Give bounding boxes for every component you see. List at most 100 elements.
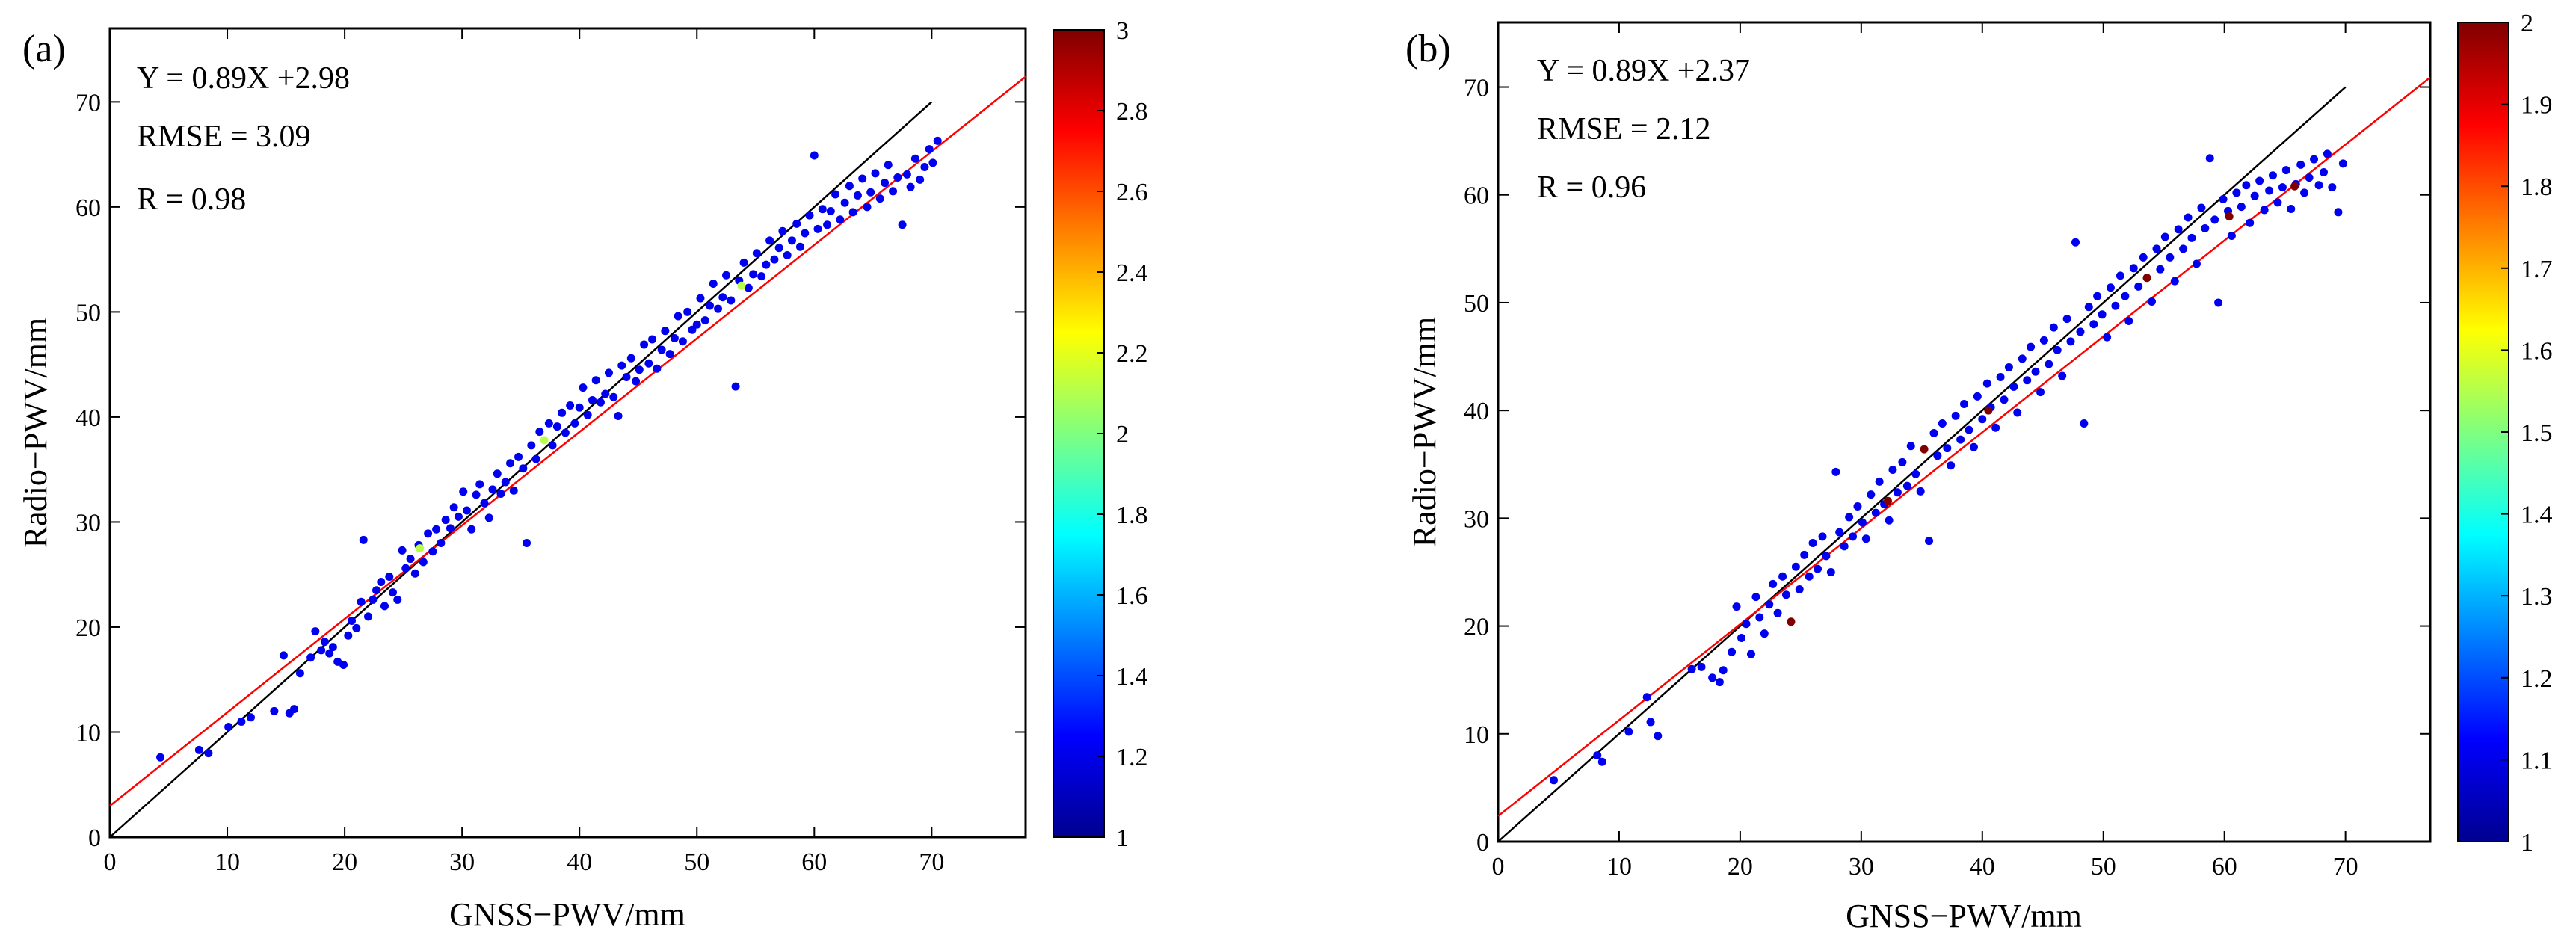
panel-a-x-tick-label: 50 (684, 848, 709, 876)
panel-b-data-point (2062, 315, 2071, 324)
panel-b-data-point (2278, 183, 2287, 192)
panel-b-data-point (2058, 371, 2067, 380)
panel-a-points (156, 136, 942, 762)
panel-b-data-point (2328, 183, 2337, 192)
panel-b-data-point (1597, 757, 1606, 766)
panel-a-data-point (523, 539, 531, 548)
panel-a-data-point (778, 226, 787, 235)
panel-b-data-point (1920, 445, 1929, 454)
panel-a-data-point (893, 173, 902, 182)
panel-b-data-point (1943, 444, 1952, 453)
panel-a-data-point (380, 602, 389, 611)
panel-a-rmse: RMSE = 3.09 (137, 120, 311, 154)
panel-b-reference-line (1497, 86, 2347, 842)
panel-a-data-point (506, 459, 515, 468)
panel-b-data-point (1654, 732, 1663, 741)
panel-b-data-point (1697, 662, 1706, 671)
panel-b-data-point (1888, 465, 1897, 474)
panel-b-y-tick-label: 70 (1464, 75, 1489, 102)
panel-b-data-point (2227, 232, 2236, 241)
panel-a-data-point (467, 525, 476, 534)
panel-a-data-point (317, 646, 326, 655)
panel-a-data-point (552, 422, 561, 431)
panel-b-colorbar-tick-label: 1.2 (2521, 665, 2553, 693)
panel-a-data-point (344, 631, 353, 640)
panel-a-colorbar: 1 1.2 1.4 1.6 1.8 2 2.2 2.4 2.6 2.8 3 (1053, 17, 1148, 852)
panel-a-data-point (348, 617, 357, 626)
panel-a-data-point (737, 281, 746, 290)
panel-a-x-tick-label: 0 (104, 848, 117, 876)
panel-b-data-point (2111, 301, 2120, 310)
panel-b-data-point (1687, 664, 1696, 673)
panel-b-data-point (1781, 590, 1790, 599)
panel-b-data-point (1646, 718, 1655, 727)
panel-b-data-point (1593, 751, 1602, 760)
panel-a-x-tick-label: 30 (449, 848, 475, 876)
panel-a-data-point (295, 669, 304, 678)
panel-a-data-point (459, 487, 468, 496)
panel-b-data-point (2250, 191, 2259, 200)
panel-b-data-point (2076, 327, 2085, 336)
panel-a-data-point (372, 586, 381, 595)
panel-b-data-point (2237, 203, 2246, 212)
panel-a-data-point (432, 525, 441, 534)
panel-b-data-point (2219, 195, 2228, 204)
panel-a-data-point (848, 208, 857, 217)
panel-b-data-point (1765, 600, 1774, 609)
panel-b-x-axis-title: GNSS−PWV/mm (1846, 898, 2082, 934)
panel-b-data-point (1805, 572, 1814, 581)
panel-b-data-point (2098, 310, 2107, 319)
panel-a-data-point (377, 578, 386, 587)
panel-b-colorbar: 1 1.1 1.2 1.3 1.4 1.5 1.6 1.7 1.8 1.9 2 (2457, 10, 2553, 857)
panel-a-y-axis: 0 10 20 30 40 50 60 70 (76, 89, 1026, 852)
panel-b-data-point (2281, 166, 2290, 175)
panel-a-data-point (419, 558, 428, 567)
panel-b-data-point (2265, 186, 2274, 195)
panel-b-data-point (2160, 232, 2169, 241)
panel-b-data-point (2192, 259, 2201, 268)
panel-b-data-point (1742, 620, 1751, 629)
panel-a-data-point (385, 573, 394, 582)
panel-a-data-point (678, 337, 687, 346)
panel-a-data-point (535, 428, 544, 437)
panel-b-y-tick-label: 0 (1476, 829, 1489, 857)
panel-a-data-point (845, 182, 854, 191)
panel-b-data-point (1893, 488, 1902, 497)
panel-b-y-tick-label: 40 (1464, 398, 1489, 425)
panel-b-data-point (2000, 395, 2009, 404)
panel-b-data-point (1773, 608, 1782, 617)
panel-a-data-point (840, 198, 849, 207)
panel-a-data-point (311, 627, 320, 636)
panel-a-data-point (727, 296, 736, 305)
panel-a-colorbar-tick-label: 2.4 (1116, 259, 1148, 287)
panel-b-colorbar-tick-label: 1 (2521, 829, 2533, 857)
panel-b-x-tick-label: 60 (2212, 853, 2237, 880)
panel-b-colorbar-tick-label: 1.6 (2521, 337, 2553, 365)
panel-a-x-tick-label: 60 (801, 848, 827, 876)
panel-b-data-point (2071, 238, 2080, 247)
panel-b-data-point (2053, 345, 2062, 354)
panel-b-data-point (2334, 208, 2343, 217)
panel-a-data-point (617, 361, 626, 370)
panel-b-data-point (1751, 593, 1760, 602)
panel-a-data-point (290, 705, 299, 714)
panel-a-data-point (570, 419, 579, 428)
panel-b-data-point (1938, 419, 1947, 428)
panel-a-data-point (920, 162, 929, 171)
panel-b-data-point (1831, 467, 1840, 476)
panel-b-x-tick-label: 50 (2091, 853, 2116, 880)
panel-b-data-point (2260, 206, 2269, 215)
panel-b-data-point (1822, 552, 1831, 561)
panel-b-data-point (2049, 323, 2058, 332)
panel-a-y-tick-label: 20 (76, 614, 101, 642)
panel-b-data-point (1984, 406, 1993, 415)
panel-b-x-tick-label: 30 (1849, 853, 1874, 880)
panel-b-data-point (2242, 181, 2251, 190)
panel-a-data-point (902, 170, 911, 179)
panel-a-data-point (480, 499, 489, 508)
panel-b-data-point (2156, 265, 2165, 274)
panel-a-data-point (635, 365, 644, 374)
panel-a-data-point (446, 524, 455, 533)
panel-b-y-tick-label: 30 (1464, 505, 1489, 533)
panel-b-x-tick-label: 10 (1606, 853, 1632, 880)
